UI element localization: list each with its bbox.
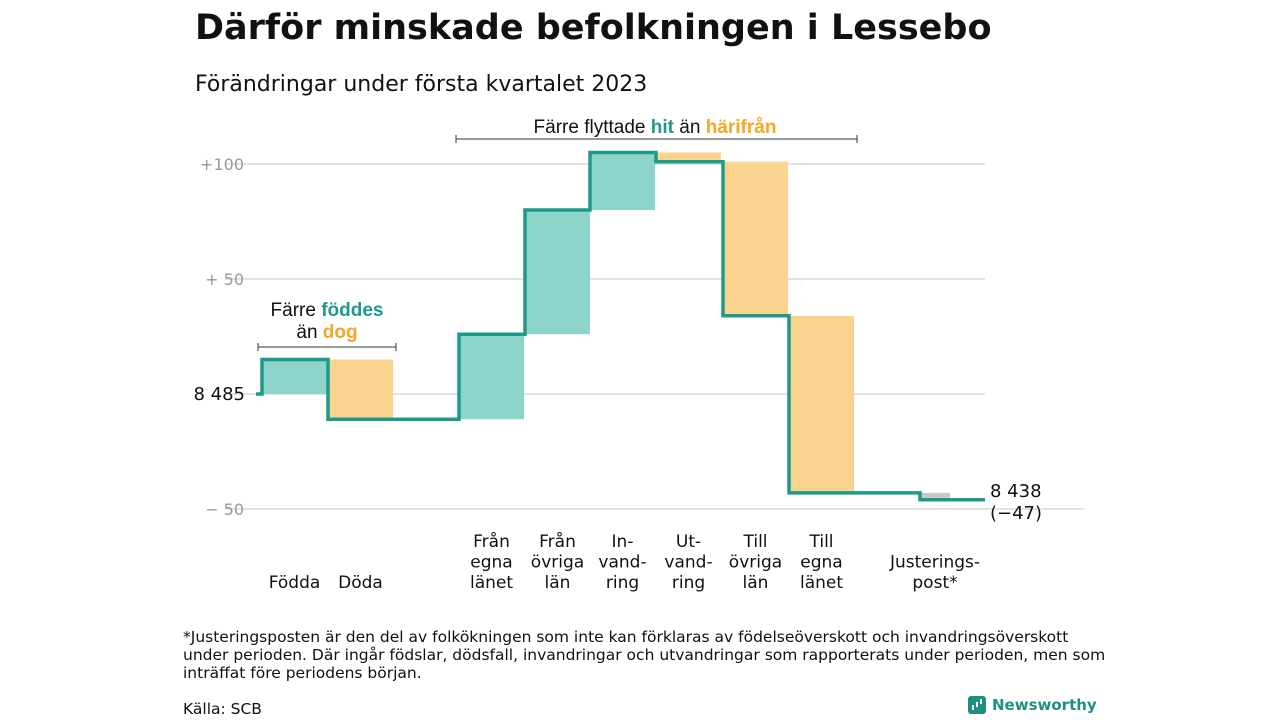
category-label: Födda [269,573,321,593]
category-label: Ut- [676,532,701,552]
category-label: vand- [664,553,712,573]
waterfall-bar [656,152,721,162]
waterfall-bar [789,315,854,493]
start-value-label: 8 485 [193,384,245,405]
waterfall-bar [328,359,393,420]
bar-chart-icon [968,696,986,714]
waterfall-bar [920,492,950,500]
category-label: ring [672,573,705,593]
y-tick-label: + 50 [205,270,244,289]
annotation-births-text: än dog [296,322,357,343]
end-value-label: 8 438 [990,481,1042,502]
chart-subtitle: Förändringar under första kvartalet 2023 [195,72,648,97]
category-label: vand- [598,553,646,573]
annotation-migration-text: Färre flyttade hit än härifrån [534,117,777,138]
category-label: län [545,573,571,593]
waterfall-bar [262,359,327,394]
category-label: län [743,573,769,593]
category-label: Döda [338,573,383,593]
category-label: Till [742,532,767,552]
category-label: övriga [531,553,584,573]
waterfall-bar [723,161,788,316]
waterfall-bar [525,210,590,335]
category-label: länet [800,573,843,593]
category-label: ring [606,573,639,593]
category-label: Från [473,531,510,552]
waterfall-bar [459,334,524,420]
category-label: In- [612,532,634,552]
category-label: Från [539,531,576,552]
category-label: egna [800,553,842,573]
category-label: post* [912,573,957,593]
source-label: Källa: SCB [183,700,262,718]
category-label: Justerings- [889,553,980,573]
category-label: övriga [729,553,782,573]
end-change-label: (−47) [990,503,1042,524]
footnote: *Justeringsposten är den del av folkökni… [183,628,1106,682]
category-label: länet [470,573,513,593]
category-label: Till [808,532,833,552]
category-label: egna [470,553,512,573]
chart-title: Därför minskade befolkningen i Lessebo [195,8,992,48]
waterfall-bar [590,152,655,210]
cumulative-step-line [256,150,985,502]
brand-name: Newsworthy [992,696,1097,714]
annotation-births-text: Färre föddes [271,300,384,321]
y-tick-label: +100 [200,155,244,174]
y-tick-label: − 50 [205,500,244,519]
newsworthy-logo: Newsworthy [968,696,1097,714]
